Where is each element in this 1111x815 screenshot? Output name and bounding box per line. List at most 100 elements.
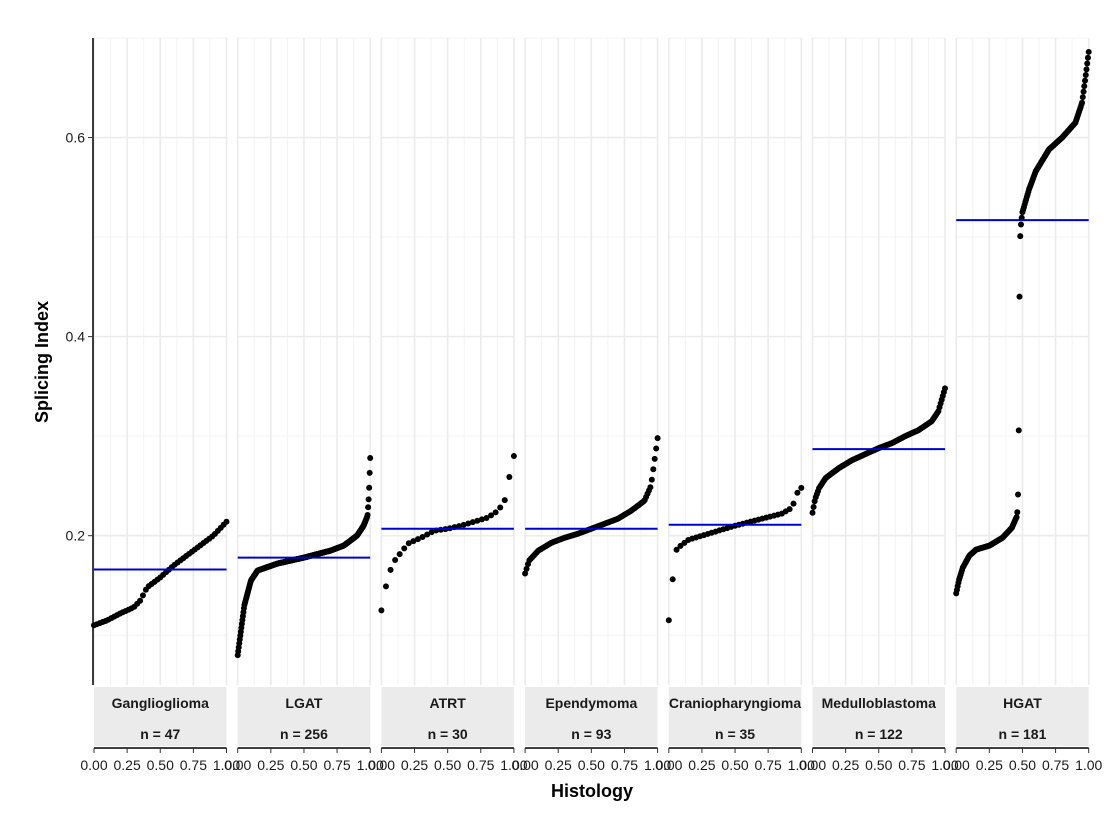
data-point [414, 536, 421, 543]
data-point [410, 538, 417, 545]
x-tick-label: 1.00 [931, 757, 958, 773]
panel-atrt: ATRT n = 30 0.00 0.25 0.50 0.75 1.00 [368, 37, 528, 773]
data-point [223, 518, 230, 525]
x-tick-label: 0.75 [611, 757, 638, 773]
facet-title: Ependymoma [545, 695, 637, 711]
data-point [401, 545, 408, 552]
data-point [809, 509, 816, 516]
data-point [786, 506, 793, 513]
data-point [492, 509, 499, 516]
x-tick-label: 0.00 [368, 757, 395, 773]
data-point [137, 597, 144, 604]
facet-count: n = 256 [280, 726, 328, 742]
data-point [392, 556, 399, 563]
data-point [428, 529, 435, 536]
x-tick-label: 0.50 [290, 757, 317, 773]
x-tick-label: 0.75 [180, 757, 207, 773]
facet-count: n = 47 [140, 726, 180, 742]
x-tick-label: 1.00 [213, 757, 240, 773]
data-point [364, 512, 371, 518]
data-point [510, 453, 517, 460]
facet-strip [668, 687, 802, 746]
panel-ganglioglioma: Ganglioglioma n = 47 0.00 0.25 0.50 0.75 1.00 [80, 37, 240, 773]
data-point [790, 500, 797, 507]
data-point [365, 496, 372, 503]
x-tick-label: 0.75 [467, 757, 494, 773]
x-tick-label: 1.00 [357, 757, 384, 773]
data-point [669, 576, 676, 583]
data-point [382, 583, 389, 590]
x-tick-label: 0.50 [721, 757, 748, 773]
x-tick-label: 0.25 [832, 757, 859, 773]
data-point [366, 469, 373, 476]
data-point [367, 455, 374, 462]
data-point [483, 515, 490, 522]
data-point [424, 531, 431, 538]
data-point [794, 489, 801, 496]
panel-ependymoma: Ependymoma n = 93 0.00 0.25 0.50 0.75 1.00 [511, 37, 671, 773]
facet-count: n = 30 [428, 726, 468, 742]
facet-count: n = 93 [571, 726, 611, 742]
data-point [387, 566, 394, 573]
facet-strip [525, 687, 658, 746]
data-point [1017, 221, 1024, 228]
data-point [523, 565, 530, 572]
x-tick-label: 0.00 [655, 757, 682, 773]
data-point [665, 617, 672, 624]
facet-title: Medulloblastoma [822, 695, 937, 711]
data-point [1017, 233, 1024, 240]
data-point [1083, 66, 1090, 73]
data-point [506, 473, 513, 480]
x-tick-label: 0.75 [755, 757, 782, 773]
data-point [648, 476, 655, 483]
data-point [1082, 72, 1089, 79]
x-tick-label: 0.50 [578, 757, 605, 773]
x-tick-label: 0.25 [545, 757, 572, 773]
x-tick-label: 1.00 [500, 757, 527, 773]
data-point [419, 533, 426, 540]
y-axis-title: Splicing Index [32, 301, 52, 423]
facet-count: n = 181 [999, 726, 1047, 742]
x-axis-title: Histology [551, 781, 633, 801]
y-axis: 0.2 0.4 0.6 [66, 38, 94, 685]
data-point [1080, 88, 1087, 95]
facet-title: Ganglioglioma [112, 695, 209, 711]
data-point [810, 504, 817, 511]
x-tick-label: 0.50 [434, 757, 461, 773]
x-tick-label: 0.25 [401, 757, 428, 773]
data-point [488, 512, 495, 519]
x-tick-label: 0.00 [511, 757, 538, 773]
x-tick-label: 0.25 [976, 757, 1003, 773]
panel-craniopharyngioma: Craniopharyngioma n = 35 0.00 0.25 0.50 0.75 1… [655, 37, 815, 773]
facet-title: HGAT [1003, 695, 1042, 711]
data-point [650, 466, 657, 473]
x-tick-label: 1.00 [1075, 757, 1102, 773]
data-point [1085, 48, 1092, 55]
data-point [469, 519, 476, 526]
facet-strip [381, 687, 514, 746]
x-tick-label: 0.00 [799, 757, 826, 773]
data-point [497, 504, 504, 511]
data-point [653, 445, 660, 452]
x-tick-label: 0.00 [80, 757, 107, 773]
data-point [1079, 94, 1086, 101]
x-tick-label: 1.00 [644, 757, 671, 773]
data-point [460, 521, 467, 528]
data-point [1084, 60, 1091, 67]
data-point [1014, 509, 1021, 516]
data-point [522, 570, 529, 577]
data-point [365, 504, 372, 511]
data-point [378, 607, 385, 614]
facet-title: Craniopharyngioma [669, 695, 801, 711]
y-tick-label: 0.2 [66, 528, 86, 544]
x-tick-label: 0.00 [224, 757, 251, 773]
x-tick-label: 0.75 [898, 757, 925, 773]
data-point [1015, 427, 1022, 434]
facet-strip [237, 687, 371, 746]
facet-strip [94, 687, 227, 746]
data-point [405, 540, 412, 547]
x-tick-label: 0.75 [323, 757, 350, 773]
x-tick-label: 0.25 [257, 757, 284, 773]
